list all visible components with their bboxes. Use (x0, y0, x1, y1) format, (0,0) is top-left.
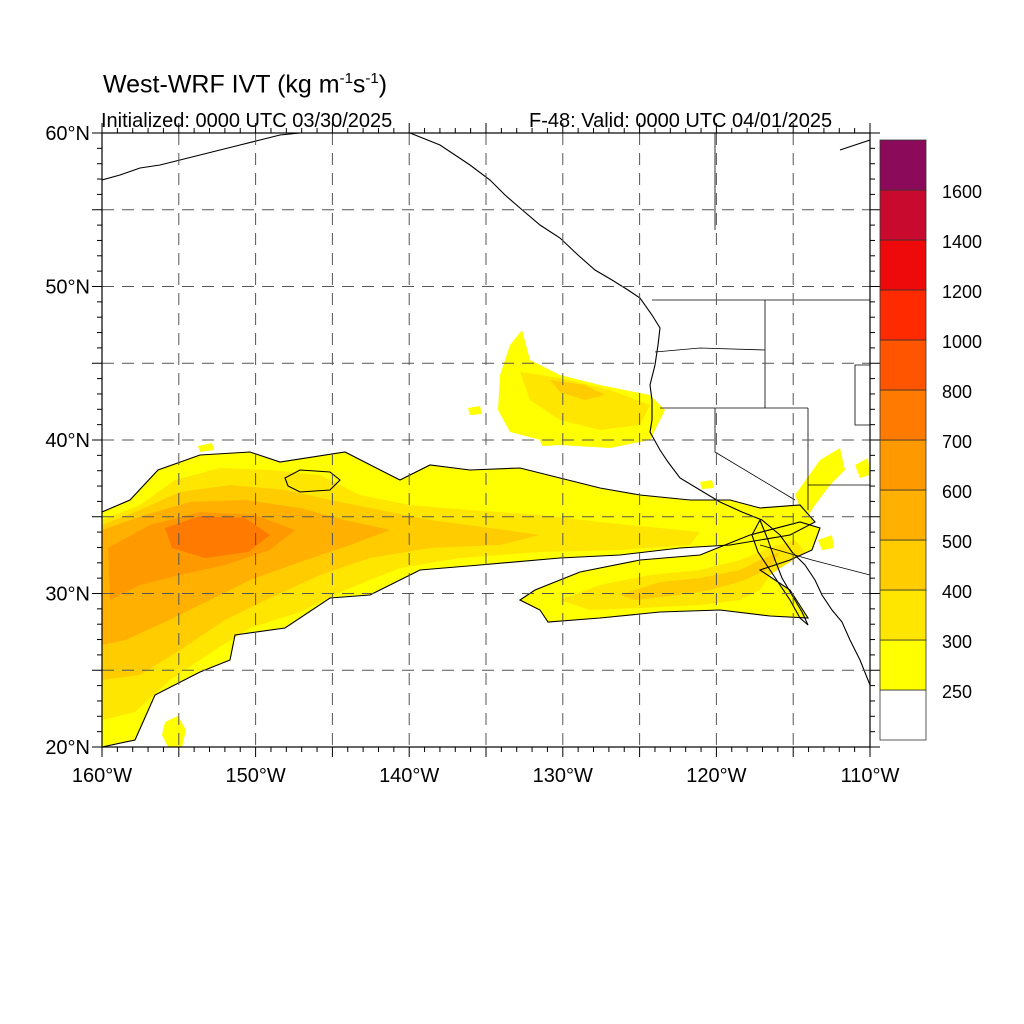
colorbar-label: 300 (942, 632, 972, 652)
init-time-label: Initialized: 0000 UTC 03/30/2025 (101, 110, 393, 132)
lon-tick-label: 160°W (72, 765, 132, 787)
ivt-region-southwest-250 (162, 716, 186, 747)
colorbar-label: 800 (942, 382, 972, 402)
ivt-region-south-400 (620, 552, 780, 600)
ivt-region-interior-250c (818, 535, 834, 550)
us-mexico-border (759, 544, 870, 576)
colorbar-label: 1200 (942, 282, 982, 302)
ivt-region-north-400 (550, 380, 605, 400)
alaska-coastline-2 (839, 139, 870, 151)
colorbar-swatch (879, 139, 927, 191)
ivt-fragment (700, 480, 714, 489)
axis-labels: 160°W 150°W 140°W 130°W 120°W 110°W 20°N 30°N 40… (45, 123, 899, 787)
colorbar-swatch (879, 239, 927, 291)
colorbar-swatch (879, 189, 927, 241)
colorbar-label: 1400 (942, 232, 982, 252)
colorbar-label: 600 (942, 482, 972, 502)
lon-tick-label: 110°W (841, 765, 900, 787)
lon-tick-label: 150°W (225, 765, 285, 787)
ivt-region-main-700 (165, 516, 270, 558)
colorbar-label: 500 (942, 532, 972, 552)
colorbar-swatch (879, 539, 927, 591)
lat-tick-label: 20°N (45, 737, 90, 759)
colorbar-swatch (879, 589, 927, 641)
colorbar-swatch (879, 439, 927, 491)
border-layer (652, 133, 870, 576)
colorbar-swatch (879, 489, 927, 541)
lat-tick-label: 30°N (45, 584, 90, 606)
state-border-wa-or (654, 347, 766, 353)
lon-tick-label: 130°W (533, 765, 593, 787)
lat-tick-label: 50°N (45, 277, 90, 299)
ivt-fragment (468, 406, 482, 415)
colorbar: 250 300 400 500 600 700 800 1000 1200 1400 1600 (879, 139, 982, 741)
ivt-fragment (198, 443, 214, 452)
ar-outline-main (102, 451, 816, 747)
colorbar-swatch (879, 639, 927, 691)
north-america-coastline (409, 133, 870, 686)
ar-outline-south (518, 521, 821, 623)
valid-time-label: F-48: Valid: 0000 UTC 04/01/2025 (529, 110, 833, 132)
colorbar-label: 400 (942, 582, 972, 602)
colorbar-swatch (879, 689, 927, 741)
colorbar-label: 250 (942, 682, 972, 702)
colorbar-label: 700 (942, 432, 972, 452)
lon-tick-label: 120°W (686, 765, 746, 787)
colorbar-swatch (879, 289, 927, 341)
ivt-region-interior-250b (855, 458, 870, 478)
ivt-region-interior-250 (795, 448, 845, 520)
ivt-region-south-300 (560, 540, 805, 610)
colorbar-swatch (879, 339, 927, 391)
baja-california-outline (751, 518, 809, 626)
lat-tick-label: 40°N (45, 430, 90, 452)
colorbar-swatch (879, 389, 927, 441)
ar-inner-void (284, 469, 341, 493)
ivt-region-north-300 (520, 372, 650, 430)
coastline-layer (102, 133, 870, 747)
colorbar-label: 1000 (942, 332, 982, 352)
state-border-mt (854, 364, 870, 426)
axis-ticks (92, 123, 880, 757)
alaska-coastline (102, 133, 301, 181)
lon-tick-label: 140°W (379, 765, 439, 787)
lat-tick-label: 60°N (45, 123, 90, 145)
graticule (102, 133, 870, 747)
colorbar-label: 1600 (942, 182, 982, 202)
ivt-fill-layer (102, 330, 870, 747)
state-border-nv (714, 408, 796, 501)
chart-title: West-WRF IVT (kg m-1s-1) (103, 70, 388, 99)
